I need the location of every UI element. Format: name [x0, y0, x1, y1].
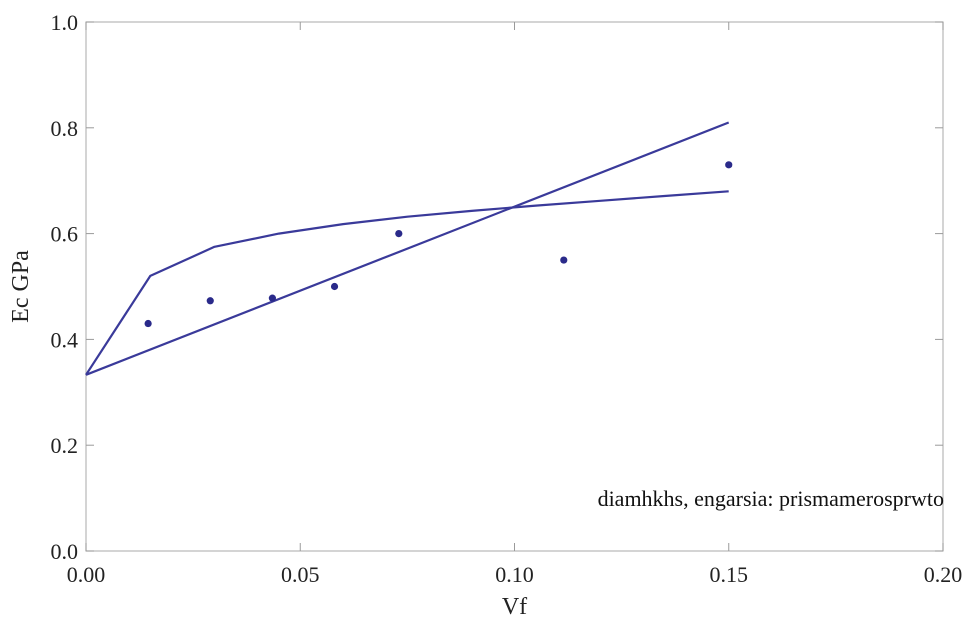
- y-tick-label: 0.4: [51, 327, 79, 352]
- y-tick-label: 0.2: [51, 433, 79, 458]
- data-point: [560, 256, 568, 264]
- x-tick-label: 0.15: [710, 562, 749, 587]
- chart-annotation: diamhkhs, engarsia: prismamerosprwto: [598, 486, 944, 511]
- data-point: [330, 282, 339, 291]
- series-line-1: [85, 121, 730, 376]
- y-tick-label: 1.0: [51, 10, 79, 35]
- x-axis-label: Vf: [502, 594, 527, 620]
- y-axis-label: Ec GPa: [8, 250, 34, 323]
- data-point: [268, 294, 276, 302]
- data-point: [725, 161, 733, 169]
- x-tick-label: 0.05: [281, 562, 320, 587]
- series-layer: [85, 121, 733, 376]
- ticks-layer: 0.00 0.05 0.10 0.15 0.20 0.0 0.2 0.4 0.6 0.8 1.0: [51, 10, 963, 587]
- y-tick-label: 0.6: [51, 222, 79, 247]
- data-point: [144, 319, 152, 328]
- plot-frame: [85, 21, 944, 552]
- series-line-2: [85, 190, 729, 376]
- data-point: [395, 230, 403, 238]
- y-tick-label: 0.0: [51, 539, 79, 564]
- x-tick-label: 0.20: [924, 562, 963, 587]
- y-tick-label: 0.8: [51, 116, 79, 141]
- data-point: [206, 297, 214, 305]
- x-tick-label: 0.00: [67, 562, 106, 587]
- x-tick-label: 0.10: [495, 562, 534, 587]
